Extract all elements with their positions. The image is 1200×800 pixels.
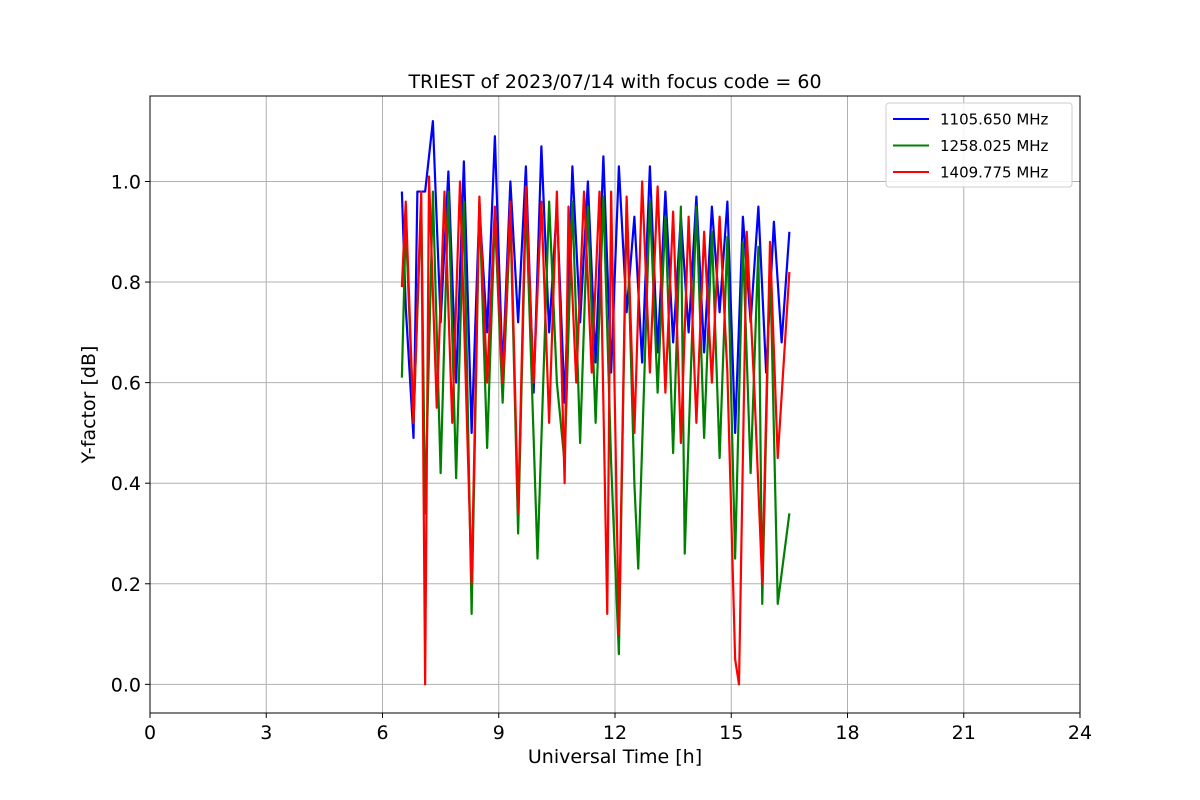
y-tick-label: 0.4 — [111, 473, 141, 495]
series-line-1409-775-mhz — [400, 175, 791, 686]
y-tick-label: 0.0 — [111, 674, 141, 696]
x-tick-label: 6 — [376, 722, 388, 744]
x-tick-label: 9 — [493, 722, 505, 744]
y-tick-label: 0.8 — [111, 272, 141, 294]
series-line-1105-650-mhz — [400, 120, 791, 440]
legend-label: 1105.650 MHz — [940, 111, 1049, 129]
y-tick-label: 0.2 — [111, 574, 141, 596]
legend-box — [885, 102, 1073, 188]
x-tick-label: 15 — [719, 722, 743, 744]
x-axis-label: Universal Time [h] — [528, 746, 702, 768]
series-layer — [400, 120, 791, 686]
y-axis-label: Y-factor [dB] — [78, 346, 100, 465]
y-tick-label: 0.6 — [111, 373, 141, 395]
x-tick-label: 0 — [144, 722, 156, 744]
x-ticks: 0 3 6 9 12 15 18 21 24 — [144, 713, 1092, 744]
x-tick-label: 12 — [603, 722, 627, 744]
x-tick-label: 21 — [952, 722, 976, 744]
legend: 1105.650 MHz 1258.025 MHz 1409.775 MHz — [885, 102, 1073, 188]
y-ticks: 0.0 0.2 0.4 0.6 0.8 1.0 — [111, 171, 150, 696]
x-tick-label: 18 — [835, 722, 859, 744]
series-line-1258-025-mhz — [400, 190, 791, 656]
x-tick-label: 24 — [1068, 722, 1092, 744]
y-tick-label: 1.0 — [111, 171, 141, 193]
legend-label: 1258.025 MHz — [940, 137, 1049, 155]
chart-title: TRIEST of 2023/07/14 with focus code = 6… — [407, 71, 821, 93]
legend-label: 1409.775 MHz — [940, 164, 1049, 182]
x-tick-label: 3 — [260, 722, 272, 744]
